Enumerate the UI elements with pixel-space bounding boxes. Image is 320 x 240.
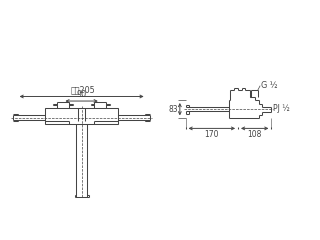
Text: 170: 170 [204,130,219,139]
Text: 90: 90 [76,90,87,99]
Text: G ½: G ½ [261,81,277,90]
Text: 最大205: 最大205 [71,85,96,94]
Text: PJ ½: PJ ½ [273,104,289,113]
Text: 108: 108 [247,130,262,139]
Text: 83: 83 [168,105,178,114]
Bar [45,108,118,124]
